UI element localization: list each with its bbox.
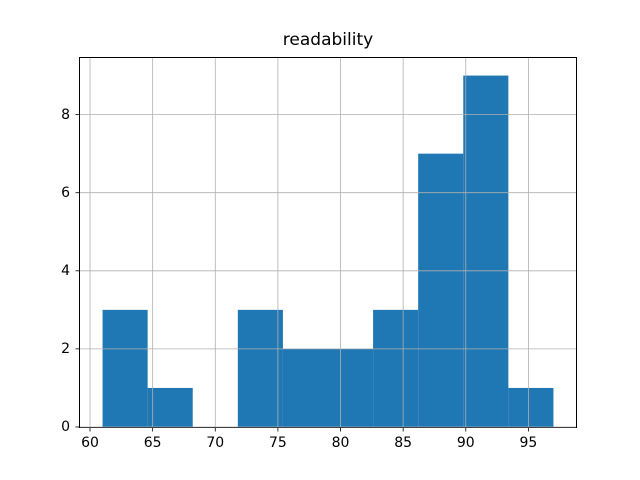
histogram-bar — [463, 75, 509, 427]
histogram-bar — [102, 309, 148, 427]
x-tick-label: 90 — [456, 435, 475, 451]
x-tick-label: 70 — [206, 435, 225, 451]
y-tick-label: 6 — [61, 184, 70, 201]
histogram-bar — [237, 309, 283, 427]
x-tick-label: 80 — [331, 435, 350, 451]
histogram-bar — [328, 348, 374, 427]
x-tick-label: 95 — [519, 435, 538, 451]
histogram-bar — [373, 309, 419, 427]
histogram-bar — [147, 387, 193, 427]
y-tick-label: 8 — [61, 106, 70, 123]
histogram-bar — [282, 348, 328, 427]
x-tick-label: 60 — [81, 435, 99, 451]
y-tick-label: 2 — [61, 340, 70, 357]
y-tick-label: 4 — [61, 262, 70, 279]
x-tick-label: 75 — [268, 435, 287, 451]
histogram-bar — [418, 153, 464, 428]
histogram-bar — [508, 387, 554, 427]
plot-area — [75, 57, 577, 432]
y-tick-label: 0 — [61, 419, 70, 435]
histogram-plot — [75, 58, 576, 432]
x-tick-label: 85 — [394, 435, 413, 451]
chart-title: readability — [282, 30, 374, 50]
x-tick-label: 65 — [143, 435, 162, 451]
